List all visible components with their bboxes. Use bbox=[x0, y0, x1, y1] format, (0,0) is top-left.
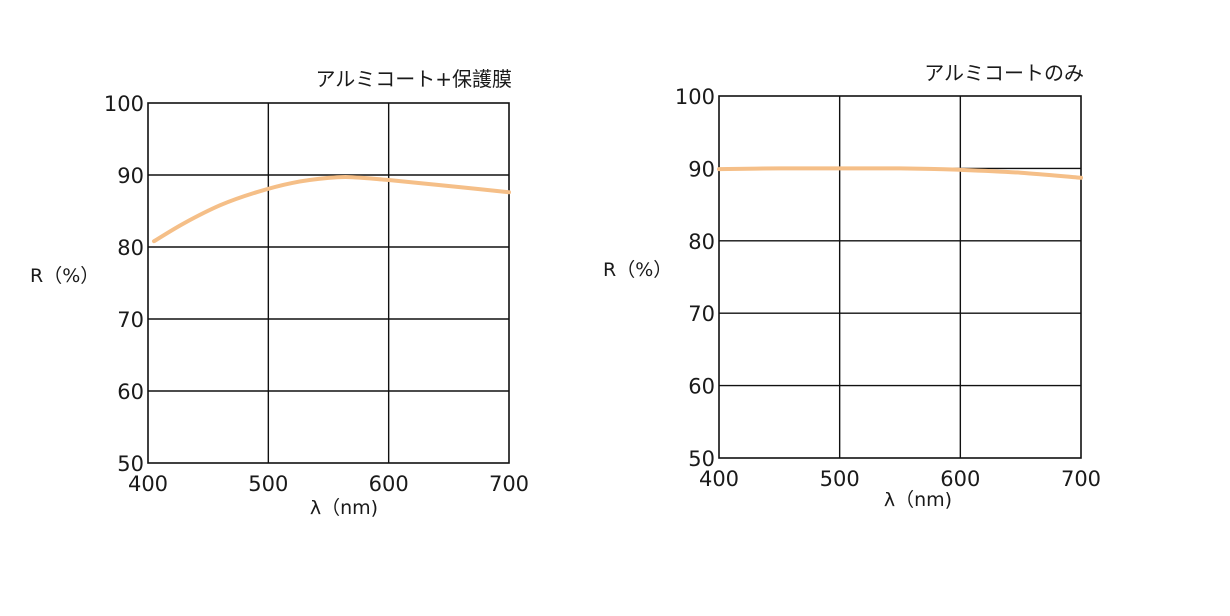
x-tick-label: 700 bbox=[1061, 467, 1101, 491]
x-tick-label: 500 bbox=[248, 472, 288, 496]
x-tick-label: 600 bbox=[369, 472, 409, 496]
y-tick-label: 100 bbox=[675, 85, 715, 109]
y-tick-label: 80 bbox=[688, 230, 715, 254]
plot-frame bbox=[718, 95, 1082, 459]
y-tick-label: 50 bbox=[117, 452, 144, 476]
y-tick-label: 70 bbox=[688, 302, 715, 326]
y-tick-label: 90 bbox=[688, 157, 715, 181]
x-tick-label: 700 bbox=[489, 472, 529, 496]
x-axis-label: λ（nm) bbox=[884, 489, 952, 511]
x-tick-label: 400 bbox=[699, 467, 739, 491]
x-axis-label: λ（nm) bbox=[310, 497, 378, 519]
y-tick-label: 90 bbox=[117, 164, 144, 188]
y-tick-label: 80 bbox=[117, 236, 144, 260]
x-tick-label: 500 bbox=[820, 467, 860, 491]
y-axis-label: R（%） bbox=[603, 259, 672, 281]
reflectance-curve bbox=[152, 174, 511, 244]
y-tick-label: 60 bbox=[688, 375, 715, 399]
chart-title: アルミコート+保護膜 bbox=[315, 67, 512, 91]
y-tick-label: 70 bbox=[117, 308, 144, 332]
x-tick-label: 600 bbox=[940, 467, 980, 491]
chart-title: アルミコートのみ bbox=[924, 61, 1084, 85]
y-tick-label: 100 bbox=[104, 92, 144, 116]
x-tick-label: 400 bbox=[128, 472, 168, 496]
chart-left-protected-coating: 50 60 70 80 90 100 400 500 600 700 アルミコート+保護膜 R（%） λ… bbox=[30, 67, 529, 519]
chart-right-aluminum-only: 50 60 70 80 90 100 400 500 600 700 アルミコートのみ R（%） λ（n… bbox=[603, 61, 1101, 511]
plot-frame bbox=[147, 102, 510, 464]
y-tick-label: 50 bbox=[688, 447, 715, 471]
reflectance-curve bbox=[717, 166, 1083, 180]
y-axis-label: R（%） bbox=[30, 265, 99, 287]
y-tick-label: 60 bbox=[117, 380, 144, 404]
